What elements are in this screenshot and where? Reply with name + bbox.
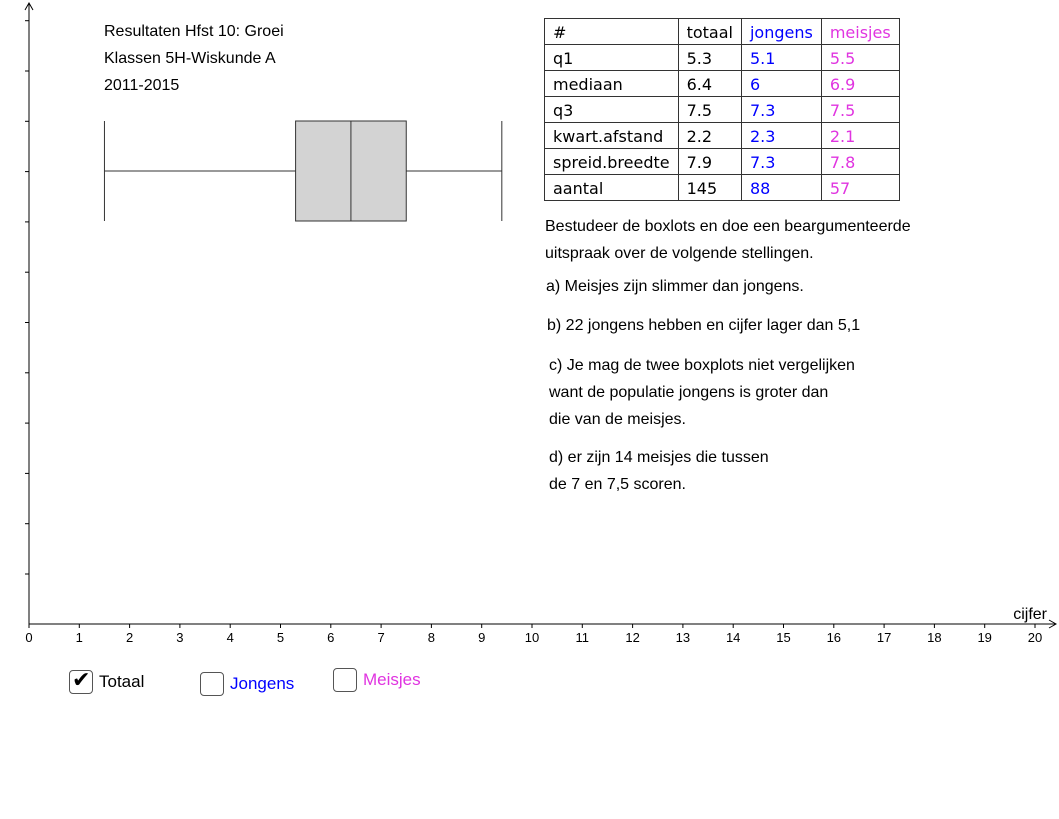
table-cell: 88 (740, 174, 822, 201)
question-intro-line-1: Bestudeer de boxlots en doe een beargume… (545, 218, 911, 235)
question-b: b) 22 jongens hebben en cijfer lager dan… (547, 317, 861, 334)
table-cell: q1 (544, 44, 679, 71)
table-cell: 2.3 (740, 122, 822, 149)
checkbox-totaal[interactable]: ✔ Totaal (69, 668, 145, 694)
table-cell: 7.9 (677, 148, 742, 175)
x-tick-label: 19 (977, 630, 991, 645)
title-line-1: Resultaten Hfst 10: Groei (104, 23, 284, 40)
table-cell: 2.1 (820, 122, 900, 149)
x-tick-label: 11 (576, 630, 590, 645)
table-row: q1 5.3 5.1 5.5 (544, 44, 900, 71)
x-axis-label: cijfer (1013, 606, 1047, 623)
x-tick-label: 9 (478, 630, 485, 645)
x-tick-label: 15 (776, 630, 790, 645)
table-cell: 57 (820, 174, 900, 201)
x-tick-label: 1 (76, 630, 83, 645)
table-cell: 7.8 (820, 148, 900, 175)
table-cell: 7.3 (740, 148, 822, 175)
x-tick-label: 8 (428, 630, 435, 645)
x-tick-label: 12 (625, 630, 639, 645)
checkbox-totaal-label[interactable]: Totaal (99, 672, 145, 691)
x-tick-label: 18 (927, 630, 941, 645)
checkbox-meisjes-box[interactable] (333, 668, 357, 692)
question-c-line-1: c) Je mag de twee boxplots niet vergelij… (549, 357, 855, 374)
table-cell: 5.1 (740, 44, 822, 71)
checkbox-totaal-box[interactable]: ✔ (69, 668, 93, 694)
table-row: kwart.afstand 2.2 2.3 2.1 (544, 122, 900, 149)
table-cell: 7.5 (677, 96, 742, 123)
x-tick-label: 10 (525, 630, 539, 645)
table-cell: mediaan (544, 70, 679, 97)
x-tick-label: 0 (25, 630, 32, 645)
checkbox-jongens-label[interactable]: Jongens (230, 674, 295, 693)
title-line-3: 2011-2015 (104, 77, 180, 94)
table-row: mediaan 6.4 6 6.9 (544, 70, 900, 97)
x-tick-label: 20 (1028, 630, 1042, 645)
table-header-cell: totaal (677, 18, 742, 45)
x-tick-label: 6 (327, 630, 334, 645)
y-axis-arrow (24, 1, 34, 11)
table-cell: q3 (544, 96, 679, 123)
table-cell: 145 (677, 174, 742, 201)
table-row: aantal 145 88 57 (544, 174, 900, 201)
table-cell: 5.5 (820, 44, 900, 71)
table-cell: spreid.breedte (544, 148, 679, 175)
checkmark-icon: ✔ (72, 668, 91, 693)
table-cell: 6.9 (820, 70, 900, 97)
table-header-row: # totaal jongens meisjes (544, 18, 900, 45)
table-cell: 6 (740, 70, 822, 97)
x-tick-label: 7 (377, 630, 384, 645)
x-tick-label: 14 (726, 630, 740, 645)
checkbox-jongens-box[interactable] (200, 672, 224, 696)
question-a: a) Meisjes zijn slimmer dan jongens. (546, 278, 804, 295)
table-header-cell: # (544, 18, 679, 45)
question-c-line-2: want de populatie jongens is groter dan (549, 384, 829, 401)
question-intro-line-2: uitspraak over de volgende stellingen. (545, 245, 814, 262)
title-line-2: Klassen 5H-Wiskunde A (104, 50, 276, 67)
question-c-line-3: die van de meisjes. (549, 411, 686, 428)
table-header-cell: meisjes (820, 18, 900, 45)
table-row: q3 7.5 7.3 7.5 (544, 96, 900, 123)
x-tick-label: 13 (676, 630, 690, 645)
table-cell: 6.4 (677, 70, 742, 97)
table-cell: 5.3 (677, 44, 742, 71)
table-cell: 7.5 (820, 96, 900, 123)
boxplot-totaal (103, 120, 503, 222)
checkbox-meisjes[interactable]: Meisjes (333, 668, 421, 692)
table-row: spreid.breedte 7.9 7.3 7.8 (544, 148, 900, 175)
x-tick-label: 17 (877, 630, 891, 645)
table-cell: kwart.afstand (544, 122, 679, 149)
question-d-line-2: de 7 en 7,5 scoren. (549, 476, 686, 493)
checkbox-meisjes-label[interactable]: Meisjes (363, 670, 421, 689)
x-tick-label: 2 (126, 630, 133, 645)
checkbox-jongens[interactable]: Jongens (200, 672, 294, 696)
x-tick-label: 4 (227, 630, 234, 645)
x-tick-label: 5 (277, 630, 284, 645)
x-tick-label: 16 (827, 630, 841, 645)
table-cell: 7.3 (740, 96, 822, 123)
table-header-cell: jongens (740, 18, 822, 45)
table-cell: aantal (544, 174, 679, 201)
table-cell: 2.2 (677, 122, 742, 149)
stats-table: # totaal jongens meisjes q1 5.3 5.1 5.5 … (544, 18, 900, 201)
x-tick-label: 3 (176, 630, 183, 645)
x-axis-arrow (1048, 619, 1058, 629)
question-d-line-1: d) er zijn 14 meisjes die tussen (549, 449, 769, 466)
